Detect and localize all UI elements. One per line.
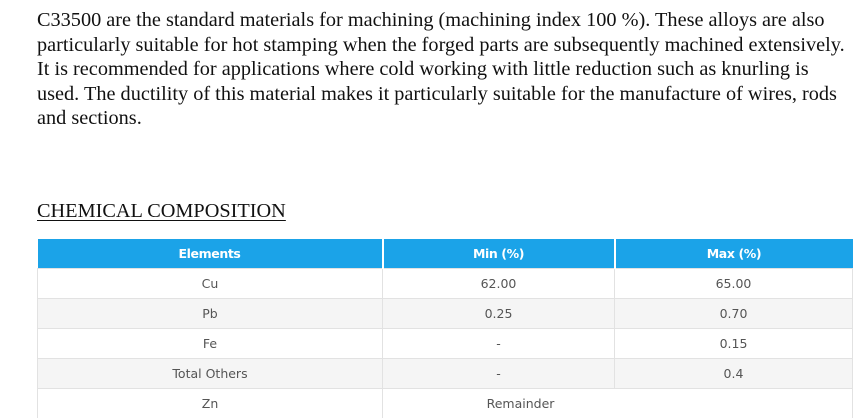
element-cell: Total Others — [37, 358, 383, 389]
element-cell: Pb — [37, 298, 383, 329]
element-cell: Cu — [37, 268, 383, 299]
element-cell: Zn — [37, 388, 383, 418]
remainder-label: Remainder — [486, 396, 555, 411]
max-cell: 0.70 — [614, 298, 853, 329]
min-cell: - — [382, 328, 615, 359]
header-min: Min (%) — [382, 239, 616, 269]
chemical-composition-table: Elements Min (%) Max (%) Cu 62.00 65.00 … — [37, 239, 853, 418]
table-header-row: Elements Min (%) Max (%) — [37, 239, 853, 269]
max-cell: 65.00 — [614, 268, 853, 299]
table-row: Zn Remainder — [37, 388, 853, 418]
min-cell: 62.00 — [382, 268, 615, 299]
header-max: Max (%) — [614, 239, 853, 269]
min-cell: - — [382, 358, 615, 389]
table-row: Total Others - 0.4 — [37, 358, 853, 389]
remainder-cell: Remainder — [382, 388, 853, 418]
max-cell: 0.15 — [614, 328, 853, 359]
table-row: Fe - 0.15 — [37, 328, 853, 359]
section-heading: CHEMICAL COMPOSITION — [37, 200, 286, 222]
element-cell: Fe — [37, 328, 383, 359]
header-elements: Elements — [37, 239, 384, 269]
max-cell: 0.4 — [614, 358, 853, 389]
table-row: Pb 0.25 0.70 — [37, 298, 853, 329]
intro-paragraph: C33500 are the standard materials for ma… — [37, 9, 845, 129]
min-cell: 0.25 — [382, 298, 615, 329]
table-row: Cu 62.00 65.00 — [37, 268, 853, 299]
